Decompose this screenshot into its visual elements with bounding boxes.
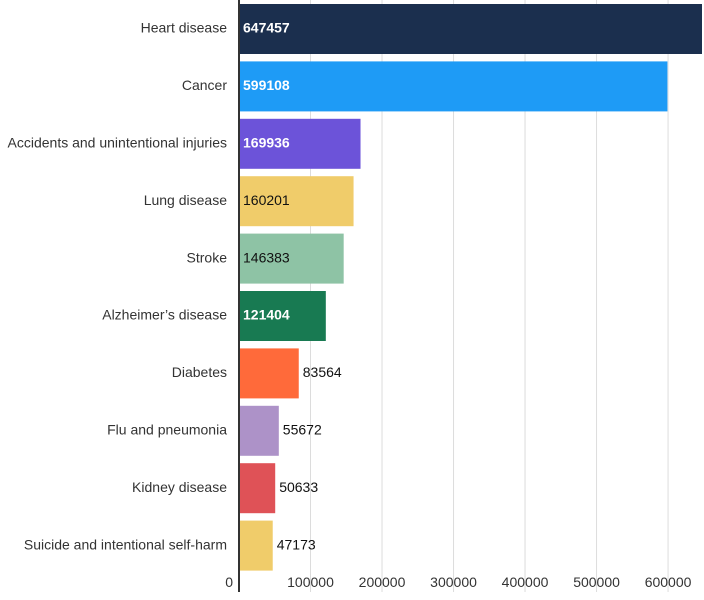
data-label: 121404	[243, 307, 290, 323]
data-label: 169936	[243, 135, 290, 151]
category-label: Diabetes	[172, 364, 227, 380]
category-labels: Heart disease Cancer Accidents and uninten…	[8, 20, 228, 553]
bar	[239, 520, 273, 571]
x-tick-label: 300000	[430, 574, 477, 590]
category-label: Flu and pneumonia	[107, 422, 227, 438]
value-labels: 647457 599108 169936 160201 146383 121404 8356…	[243, 20, 342, 553]
bar	[239, 118, 361, 169]
bar	[239, 463, 276, 514]
bar	[239, 61, 668, 112]
x-axis-ticks: 0 100000 200000 300000 400000 500000 600000	[225, 574, 691, 590]
x-tick-label: 600000	[645, 574, 692, 590]
category-label: Heart disease	[141, 20, 228, 36]
x-tick-label: 500000	[573, 574, 620, 590]
x-tick-label: 0	[225, 574, 233, 590]
data-label: 55672	[283, 422, 322, 438]
category-label: Stroke	[187, 249, 228, 265]
category-label: Alzheimer’s disease	[102, 307, 227, 323]
data-label: 160201	[243, 192, 290, 208]
category-label: Cancer	[182, 77, 227, 93]
category-label: Accidents and unintentional injuries	[8, 135, 227, 151]
bar	[239, 348, 299, 399]
category-label: Kidney disease	[132, 479, 227, 495]
x-tick-label: 100000	[287, 574, 334, 590]
data-label: 146383	[243, 249, 290, 265]
bar	[239, 4, 702, 54]
data-label: 50633	[279, 479, 318, 495]
bar	[239, 233, 344, 284]
bar	[239, 405, 279, 456]
x-tick-label: 400000	[502, 574, 549, 590]
category-label: Lung disease	[144, 192, 228, 208]
data-label: 647457	[243, 20, 290, 36]
x-tick-label: 200000	[359, 574, 406, 590]
bars	[239, 4, 702, 571]
category-label: Suicide and intentional self-harm	[24, 536, 227, 552]
data-label: 47173	[277, 536, 316, 552]
data-label: 83564	[303, 364, 342, 380]
data-label: 599108	[243, 77, 290, 93]
bar	[239, 291, 326, 341]
bar	[239, 176, 354, 227]
